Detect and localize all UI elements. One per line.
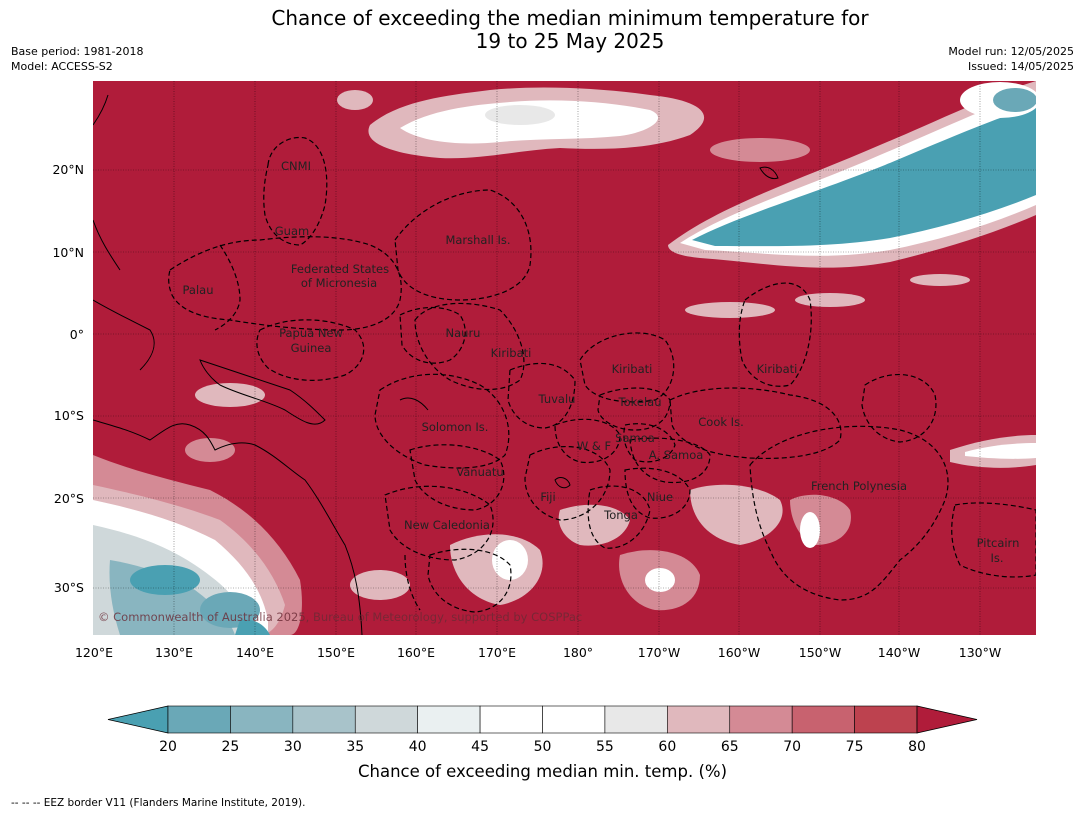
coastlines [93, 94, 779, 635]
label-kiribati-central: Kiribati [612, 362, 653, 376]
colorbar-tick-label: 55 [596, 739, 614, 755]
colorbar-tick-label: 20 [159, 739, 177, 755]
colorbar-tick-label: 75 [846, 739, 864, 755]
label-kiribati-east: Kiribati [757, 362, 798, 376]
colorbar-tick-label: 65 [721, 739, 739, 755]
label-guam: Guam [275, 224, 309, 238]
colorbar-tick-label: 50 [534, 739, 552, 755]
colorbar-swatch [542, 705, 606, 734]
lon-label-150e: 150°E [317, 645, 355, 660]
lon-label-160w: 160°W [718, 645, 760, 660]
colorbar-swatch [854, 705, 918, 734]
label-wf: W & F [577, 439, 611, 453]
meta-left: Base period: 1981-2018 Model: ACCESS-S2 [11, 44, 143, 74]
colorbar-swatch [729, 705, 793, 734]
colorbar-swatch [791, 705, 855, 734]
label-samoa: Samoa [615, 431, 655, 445]
colorbar-swatch [667, 705, 731, 734]
lat-label-10n: 10°N [52, 245, 84, 260]
lon-label-130w: 130°W [959, 645, 1001, 660]
base-period: Base period: 1981-2018 [11, 45, 144, 58]
colorbar-tick-label: 25 [222, 739, 240, 755]
label-tonga: Tonga [603, 508, 638, 522]
south-patches [185, 383, 1036, 611]
label-kiribati-west: Kiribati [491, 346, 532, 360]
label-marshall: Marshall Is. [445, 233, 510, 247]
lon-label-150w: 150°W [799, 645, 841, 660]
label-niue: Niue [647, 490, 673, 504]
lon-label-130e: 130°E [155, 645, 193, 660]
map-area: CNMI Guam Marshall Is. Federated States … [93, 81, 1036, 635]
colorbar-swatch [604, 705, 668, 734]
lat-label-30s: 30°S [54, 580, 84, 595]
colorbar-tick-label: 30 [284, 739, 302, 755]
north-patches [337, 87, 970, 318]
copyright-text: © Commonwealth of Australia 2025, Bureau… [98, 610, 582, 624]
eez-borders [168, 136, 1036, 613]
australia-cool-region [93, 455, 302, 635]
colorbar-swatch [479, 705, 543, 734]
label-tokelau: Tokelau [618, 395, 662, 409]
label-png-1: Papua New [279, 326, 343, 340]
title-line-2: 19 to 25 May 2025 [475, 29, 665, 53]
colorbar-swatch [417, 705, 481, 734]
label-fiji: Fiji [540, 490, 555, 504]
label-tuvalu: Tuvalu [538, 392, 576, 406]
colorbar-tick-label: 35 [346, 739, 364, 755]
region-labels: CNMI Guam Marshall Is. Federated States … [183, 159, 1020, 565]
north-cool-band [668, 81, 1036, 268]
label-fsm-1: Federated States [291, 262, 389, 276]
colorbar-tick-label: 80 [908, 739, 926, 755]
colorbar-tick-label: 70 [783, 739, 801, 755]
label-pitcairn-1: Pitcairn [977, 536, 1020, 550]
colorbar-title: Chance of exceeding median min. temp. (%… [357, 762, 728, 781]
lat-label-0: 0° [70, 327, 84, 342]
title-line-1: Chance of exceeding the median minimum t… [271, 6, 869, 30]
lon-labels: 120°E 130°E 140°E 150°E 160°E 170°E 180°… [75, 645, 1001, 660]
label-nauru: Nauru [446, 326, 481, 340]
lon-label-170e: 170°E [478, 645, 516, 660]
lon-label-140e: 140°E [236, 645, 274, 660]
meta-right: Model run: 12/05/2025 Issued: 14/05/2025 [948, 44, 1074, 74]
label-new-caledonia: New Caledonia [404, 518, 490, 532]
lon-label-180: 180° [563, 645, 593, 660]
colorbar: 20 25 30 35 40 45 50 55 60 65 70 75 80 [107, 705, 978, 755]
lat-label-20s: 20°S [54, 491, 84, 506]
colorbar-swatch [230, 705, 294, 734]
colorbar-tick-label: 45 [471, 739, 489, 755]
label-cnmi: CNMI [281, 159, 311, 173]
colorbar-swatch [292, 705, 356, 734]
label-png-2: Guinea [291, 341, 332, 355]
chart-title: Chance of exceeding the median minimum t… [0, 7, 1085, 53]
colorbar-swatch [354, 705, 418, 734]
colorbar-tick-label: 40 [409, 739, 427, 755]
lon-label-140w: 140°W [878, 645, 920, 660]
label-vanuatu: Vanuatu [456, 465, 503, 479]
label-solomon: Solomon Is. [422, 420, 489, 434]
colorbar-swatch [167, 705, 231, 734]
eez-footnote: -- -- -- EEZ border V11 (Flanders Marine… [11, 797, 306, 809]
lon-label-120e: 120°E [75, 645, 113, 660]
colorbar-extend-low [107, 705, 169, 734]
label-french-polynesia: French Polynesia [811, 479, 907, 493]
colorbar-extend-high [916, 705, 978, 734]
label-pitcairn-2: Is. [990, 551, 1003, 565]
lat-label-20n: 20°N [52, 162, 84, 177]
colorbar-swatches [107, 705, 978, 734]
gridlines [93, 81, 1036, 635]
label-fsm-2: of Micronesia [301, 276, 377, 290]
colorbar-tick-label: 60 [658, 739, 676, 755]
issued-date: Issued: 14/05/2025 [967, 60, 1074, 73]
label-palau: Palau [183, 283, 214, 297]
label-asamoa: A. Samoa [649, 448, 704, 462]
model-name: Model: ACCESS-S2 [11, 60, 113, 73]
label-cook: Cook Is. [698, 415, 743, 429]
lat-labels: 20°N 10°N 0° 10°S 20°S 30°S [52, 162, 84, 595]
lat-label-10s: 10°S [54, 408, 84, 423]
lon-label-170w: 170°W [638, 645, 680, 660]
model-run: Model run: 12/05/2025 [948, 45, 1074, 58]
lon-label-160e: 160°E [397, 645, 435, 660]
colorbar-tick-labels: 20 25 30 35 40 45 50 55 60 65 70 75 80 [159, 739, 926, 755]
